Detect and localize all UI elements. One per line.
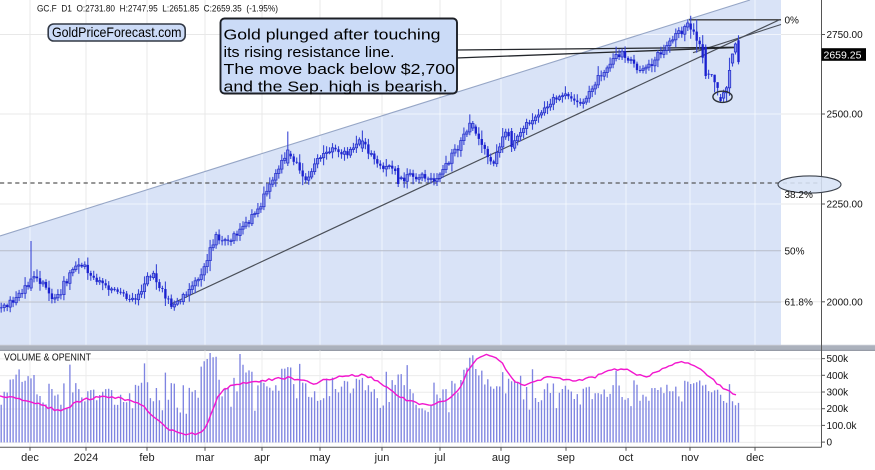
- svg-text:Gold plunged after touching: Gold plunged after touching: [224, 26, 441, 43]
- svg-text:GC.F D1 O:2731.80 H:2747.95: GC.F D1 O:2731.80 H:2747.95 L:2651.85 C:…: [37, 4, 278, 14]
- svg-text:its rising resistance line.: its rising resistance line.: [224, 44, 395, 61]
- svg-text:dec: dec: [746, 452, 764, 464]
- svg-text:and the Sep. high is bearish.: and the Sep. high is bearish.: [224, 78, 448, 95]
- svg-text:VOLUME & OPENINT: VOLUME & OPENINT: [4, 353, 91, 364]
- svg-text:nov: nov: [681, 452, 699, 464]
- svg-text:The move back below $2,700: The move back below $2,700: [224, 61, 456, 78]
- svg-text:jul: jul: [433, 452, 445, 464]
- svg-text:mar: mar: [196, 452, 215, 464]
- svg-text:0: 0: [827, 438, 833, 449]
- svg-text:2500.00: 2500.00: [827, 110, 864, 121]
- svg-text:2000.00: 2000.00: [827, 297, 864, 308]
- svg-text:2659.25: 2659.25: [824, 49, 862, 61]
- svg-text:100.0k: 100.0k: [827, 421, 858, 432]
- svg-text:0%: 0%: [785, 16, 800, 27]
- svg-text:61.8%: 61.8%: [785, 298, 813, 309]
- svg-text:jun: jun: [374, 452, 390, 464]
- svg-text:400k: 400k: [827, 371, 850, 382]
- svg-text:feb: feb: [139, 452, 154, 464]
- svg-text:2250.00: 2250.00: [827, 200, 864, 211]
- svg-text:2024: 2024: [74, 452, 98, 464]
- svg-text:dec: dec: [21, 452, 39, 464]
- svg-text:aug: aug: [492, 452, 510, 464]
- svg-text:50%: 50%: [785, 247, 805, 258]
- svg-text:may: may: [310, 452, 331, 464]
- svg-text:200k: 200k: [827, 404, 850, 415]
- svg-text:2750.00: 2750.00: [827, 30, 864, 41]
- svg-text:sep: sep: [557, 452, 575, 464]
- svg-text:oct: oct: [619, 452, 634, 464]
- svg-text:300k: 300k: [827, 388, 850, 399]
- svg-text:apr: apr: [254, 452, 270, 464]
- svg-text:500k: 500k: [827, 354, 850, 365]
- svg-text:38.2%: 38.2%: [785, 190, 813, 201]
- svg-text:GoldPriceForecast.com: GoldPriceForecast.com: [52, 25, 182, 40]
